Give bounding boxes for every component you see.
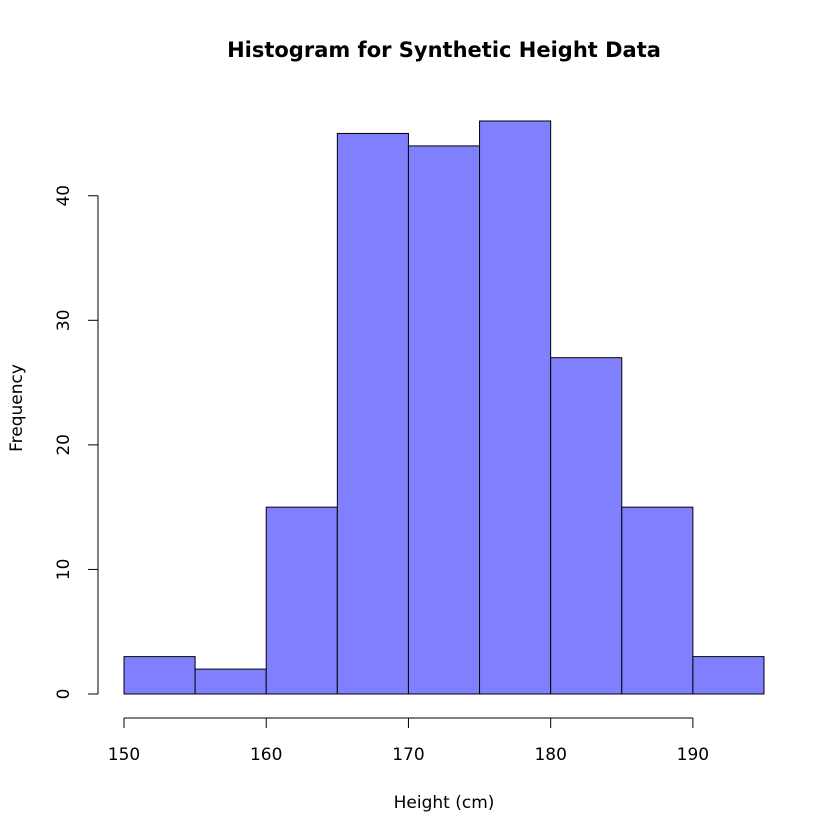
x-axis: 150 160 170 180 190 — [108, 717, 709, 765]
histogram-bar — [123, 656, 196, 695]
histogram-bar — [336, 132, 409, 695]
y-axis-label: Frequency — [7, 364, 27, 452]
histogram-bar — [479, 120, 552, 695]
y-axis: 0 10 20 30 40 — [54, 185, 99, 700]
histogram-bar — [407, 145, 481, 695]
histogram-bar — [194, 668, 267, 695]
histogram-bar — [550, 357, 623, 695]
histogram-bar — [265, 506, 338, 695]
x-tick-label: 150 — [108, 745, 140, 765]
x-tick-label: 190 — [677, 745, 709, 765]
y-tick-label: 40 — [54, 185, 74, 207]
y-tick-label: 30 — [54, 309, 74, 331]
x-tick-label: 160 — [250, 745, 282, 765]
bars-group — [123, 120, 765, 695]
chart-title: Histogram for Synthetic Height Data — [227, 38, 661, 62]
y-tick-label: 0 — [54, 689, 74, 700]
x-tick-label: 180 — [534, 745, 566, 765]
histogram-bar — [621, 506, 694, 695]
x-tick-label: 170 — [392, 745, 424, 765]
histogram-bar — [692, 656, 765, 695]
y-tick-label: 10 — [54, 559, 74, 581]
x-axis-label: Height (cm) — [394, 793, 495, 813]
y-tick-label: 20 — [54, 434, 74, 456]
